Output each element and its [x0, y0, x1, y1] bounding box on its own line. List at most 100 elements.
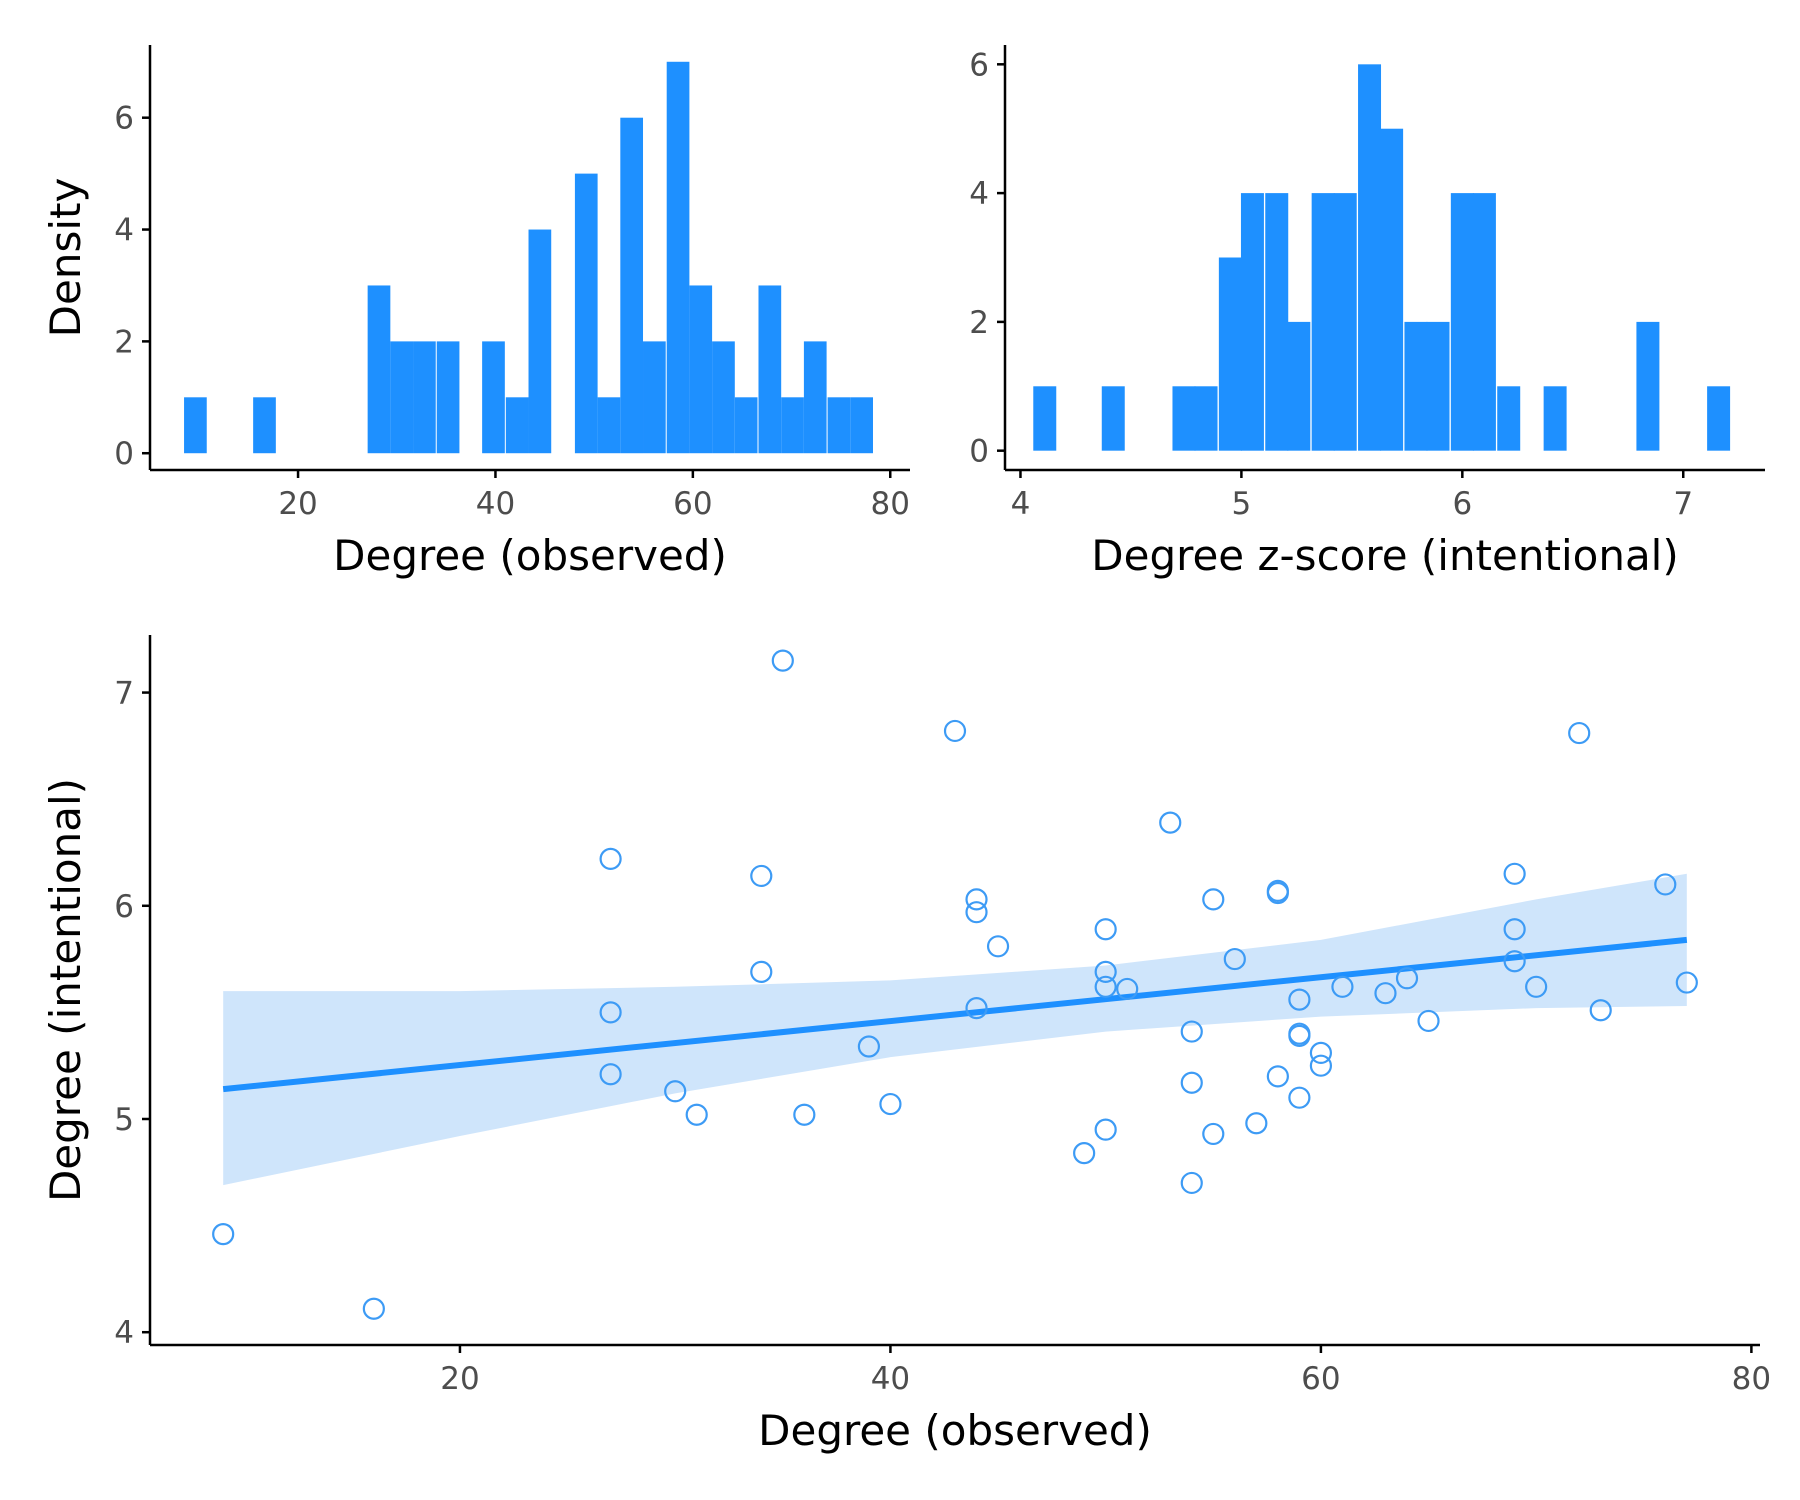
point-14	[965, 888, 988, 911]
bar-1	[253, 397, 276, 454]
point-26	[1180, 1071, 1203, 1094]
point-4	[599, 1063, 622, 1086]
point-6	[685, 1103, 708, 1126]
bar-3	[390, 341, 414, 454]
point-19	[1094, 918, 1117, 941]
bar-5	[1240, 193, 1264, 451]
points	[212, 649, 1698, 1320]
point-10	[793, 1103, 816, 1126]
point-20	[1094, 960, 1117, 983]
point-7	[750, 864, 773, 888]
x-tick-label: 20	[440, 1361, 479, 1397]
point-12	[879, 1092, 902, 1116]
bar-18	[781, 397, 804, 454]
bar-19	[1707, 386, 1731, 451]
bar-2	[367, 285, 391, 454]
bar-5	[436, 341, 460, 454]
point-42	[1374, 982, 1397, 1005]
bar-9	[1333, 193, 1357, 451]
point-46	[1503, 918, 1526, 941]
bars	[1033, 64, 1731, 451]
bar-13	[666, 61, 690, 454]
x-tick-label: 60	[673, 486, 712, 522]
bars	[184, 61, 873, 454]
point-51	[1654, 873, 1677, 896]
bar-11	[1380, 128, 1404, 451]
bar-8	[1311, 193, 1335, 451]
bar-13	[1426, 321, 1450, 451]
bar-3	[1194, 386, 1218, 451]
bar-7	[1287, 321, 1311, 451]
y-axis-title: Degree (intentional)	[41, 778, 90, 1202]
bar-15	[712, 341, 735, 454]
x-tick-label: 4	[1011, 486, 1031, 522]
point-2	[599, 847, 622, 870]
x-tick-label: 80	[1732, 1361, 1771, 1397]
scatter-observed-vs-intentional: 20 40 60 80 4 5 6 7 Degree (observed) Degree (int…	[41, 635, 1771, 1455]
x-axis-title: Degree (observed)	[758, 1406, 1152, 1455]
point-9	[771, 649, 794, 672]
y-tick-label: 6	[114, 101, 134, 137]
point-47	[1503, 950, 1526, 973]
bar-0	[184, 397, 207, 454]
point-28	[1202, 888, 1225, 911]
point-35	[1288, 988, 1311, 1011]
confidence-band	[223, 873, 1687, 1186]
point-43	[1395, 967, 1419, 990]
regression-line	[222, 936, 1688, 1093]
point-27	[1180, 1171, 1203, 1195]
x-tick-label: 80	[871, 486, 910, 522]
y-tick-label: 0	[114, 436, 134, 472]
x-tick-label: 40	[476, 486, 515, 522]
point-45	[1503, 862, 1526, 885]
bar-6	[1265, 193, 1289, 451]
point-8	[750, 960, 773, 983]
bar-14	[1450, 193, 1474, 451]
point-23	[1116, 977, 1139, 1001]
y-tick-label: 4	[114, 1315, 134, 1351]
y-axis-title: Density	[41, 178, 90, 338]
point-52	[1675, 971, 1698, 994]
point-1	[362, 1297, 385, 1320]
point-50	[1589, 999, 1612, 1022]
point-41	[1331, 975, 1354, 998]
bar-15	[1472, 193, 1496, 451]
y-tick-label: 6	[969, 47, 989, 83]
bar-21	[850, 397, 873, 454]
point-11	[857, 1035, 881, 1058]
point-18	[1073, 1142, 1096, 1165]
y-tick-label: 7	[114, 676, 134, 712]
bar-2	[1172, 386, 1196, 451]
point-15	[965, 901, 988, 924]
bar-12	[1404, 321, 1428, 451]
point-40	[1309, 1054, 1333, 1077]
bar-12	[643, 341, 666, 454]
point-37	[1288, 1024, 1311, 1047]
x-tick-label: 20	[278, 486, 317, 522]
bar-17	[758, 285, 782, 454]
point-38	[1288, 1086, 1311, 1109]
x-tick-label: 7	[1673, 486, 1693, 522]
bar-10	[1358, 64, 1382, 451]
bar-7	[505, 397, 529, 454]
bar-1	[1101, 386, 1125, 451]
histogram-intentional: 4 5 6 7 0 2 4 6 Degree z-score (intentional)	[969, 45, 1765, 580]
bar-0	[1033, 386, 1057, 451]
x-tick-label: 5	[1232, 486, 1252, 522]
y-tick-label: 2	[114, 324, 134, 360]
y-tick-label: 5	[114, 1102, 134, 1138]
y-tick-label: 0	[969, 434, 989, 470]
point-44	[1417, 1009, 1440, 1033]
y-tick-label: 4	[114, 213, 134, 249]
bar-11	[620, 117, 644, 454]
x-axis-title: Degree (observed)	[333, 531, 727, 580]
y-tick-label: 4	[969, 176, 989, 212]
bar-17	[1543, 386, 1567, 451]
bar-4	[1218, 257, 1242, 451]
point-33	[1266, 881, 1289, 905]
bar-19	[803, 341, 827, 454]
point-31	[1245, 1112, 1268, 1135]
x-axis-title: Degree z-score (intentional)	[1091, 531, 1678, 580]
point-29	[1202, 1122, 1225, 1146]
